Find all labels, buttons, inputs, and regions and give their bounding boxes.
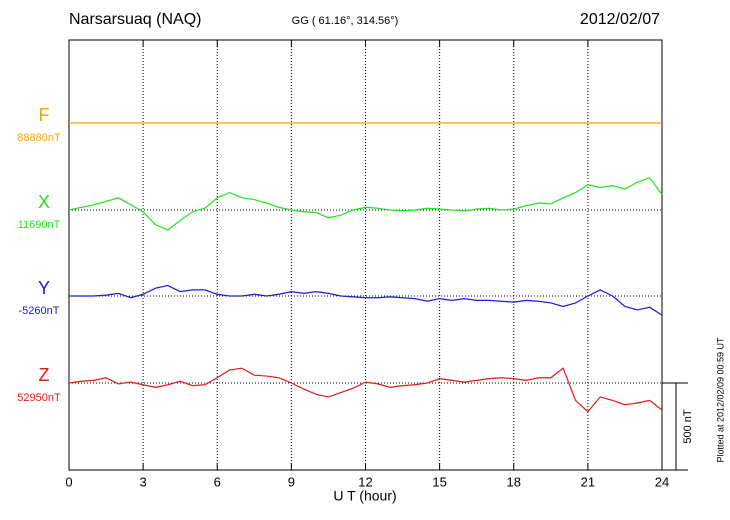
x-tick-label: 0 [65, 474, 72, 489]
footnote: Plotted at 2012/02/09 00:59 UT [715, 337, 725, 463]
x-axis-label: U T (hour) [333, 488, 396, 504]
series-line [69, 284, 663, 316]
x-tick-label: 18 [507, 474, 521, 489]
scale-bar-label: 500 nT [682, 409, 694, 444]
x-tick-label: 15 [432, 474, 446, 489]
baseline-label: -5260nT [19, 305, 60, 317]
series-name: Z [39, 365, 50, 385]
x-tick-label: 9 [288, 474, 295, 489]
baseline-label: 88880nT [17, 132, 61, 144]
x-tick-label: 6 [214, 474, 221, 489]
x-tick-label: 3 [140, 474, 147, 489]
x-tick-label: 24 [655, 474, 669, 489]
series-name: F [39, 105, 50, 125]
series-line [68, 367, 663, 413]
baseline-label: 52950nT [17, 392, 61, 404]
series-line [68, 177, 663, 231]
x-tick-label: 12 [358, 474, 372, 489]
chart-title: Narsarsuaq (NAQ) [69, 11, 201, 28]
series-name: Y [38, 278, 50, 298]
plot-frame [68, 39, 663, 471]
date: 2012/02/07 [580, 11, 660, 28]
series-name: X [38, 192, 50, 212]
x-tick-label: 21 [581, 474, 595, 489]
subtitle: GG ( 61.16°, 314.56°) [292, 15, 399, 27]
baseline-label: 11690nT [18, 219, 61, 231]
